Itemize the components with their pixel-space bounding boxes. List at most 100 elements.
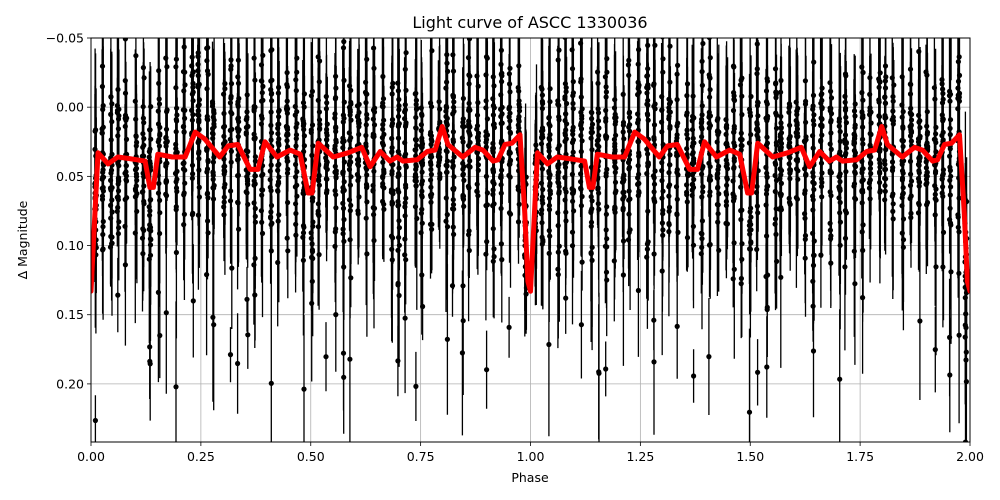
data-point [418, 127, 424, 134]
data-point [620, 238, 627, 244]
data-point [276, 141, 282, 147]
model-curve [91, 124, 970, 294]
data-point [923, 176, 930, 182]
data-point [923, 172, 929, 179]
data-point [294, 193, 300, 199]
data-point [419, 178, 425, 184]
data-point [604, 277, 610, 283]
data-point [707, 189, 713, 195]
data-point [347, 356, 353, 362]
data-point [819, 179, 825, 186]
data-point [594, 142, 600, 148]
data-point [414, 215, 420, 222]
data-point [947, 146, 953, 152]
data-point [316, 117, 323, 123]
data-point [956, 195, 962, 201]
data-point [371, 45, 377, 51]
data-point [498, 61, 504, 67]
data-point [100, 174, 107, 180]
data-point [940, 264, 946, 270]
data-point [380, 104, 386, 110]
data-point [396, 107, 402, 113]
data-point [907, 110, 913, 116]
data-point [690, 135, 696, 141]
data-point [603, 84, 609, 90]
data-point [540, 134, 546, 140]
data-point [915, 136, 922, 142]
data-point [235, 152, 241, 158]
data-point [371, 212, 377, 218]
data-point [589, 244, 595, 250]
data-point [644, 171, 650, 177]
data-point [363, 165, 369, 171]
data-point [390, 235, 396, 241]
data-point [562, 161, 568, 167]
data-point [947, 98, 953, 104]
data-point [251, 55, 257, 61]
data-point [556, 117, 562, 123]
data-point [308, 235, 314, 241]
data-point [819, 132, 825, 138]
data-point [269, 220, 275, 226]
data-point [389, 145, 395, 151]
data-point [620, 189, 626, 196]
data-point [443, 148, 449, 154]
data-point [748, 132, 754, 138]
data-point [555, 164, 561, 171]
data-point [466, 143, 472, 149]
data-point [310, 219, 316, 225]
data-point [883, 74, 889, 80]
data-point [364, 172, 370, 178]
data-point [122, 196, 128, 203]
data-point [818, 183, 825, 190]
data-point [707, 94, 713, 100]
data-point [685, 172, 691, 178]
data-point [611, 105, 618, 111]
data-point [284, 235, 290, 241]
data-point [211, 154, 217, 160]
data-point [588, 223, 594, 229]
data-point [955, 224, 961, 230]
data-point [755, 100, 761, 106]
data-point [419, 144, 425, 151]
data-point [626, 124, 632, 130]
data-point [675, 62, 681, 68]
data-point [876, 97, 882, 103]
data-point [819, 105, 825, 111]
x-tick-label: 1.50 [736, 449, 764, 464]
data-point [301, 143, 307, 149]
data-point [939, 112, 945, 118]
data-point [778, 140, 785, 147]
data-point [962, 295, 968, 301]
data-point [621, 136, 627, 142]
data-point [851, 138, 857, 144]
data-point [156, 101, 163, 107]
data-point [917, 125, 923, 131]
data-point [316, 178, 322, 184]
data-point [259, 115, 265, 122]
data-point [140, 144, 146, 150]
data-point [498, 182, 504, 188]
data-point [173, 384, 179, 390]
data-point [419, 162, 425, 168]
data-point [595, 186, 601, 192]
data-point [100, 218, 106, 225]
data-point [890, 98, 896, 104]
data-point [210, 159, 216, 165]
data-point [515, 122, 521, 128]
data-point [301, 91, 307, 97]
data-point [764, 101, 770, 107]
y-tick-label: 0.15 [56, 307, 84, 322]
data-point [403, 87, 409, 93]
data-point [419, 194, 425, 200]
data-point [115, 86, 121, 93]
data-point [764, 140, 771, 146]
data-point [947, 125, 953, 131]
data-point [371, 122, 378, 128]
data-point [882, 115, 888, 121]
data-point [293, 136, 299, 142]
data-point [499, 120, 505, 126]
data-point [459, 350, 465, 356]
data-point [371, 168, 377, 174]
data-point [842, 235, 849, 241]
